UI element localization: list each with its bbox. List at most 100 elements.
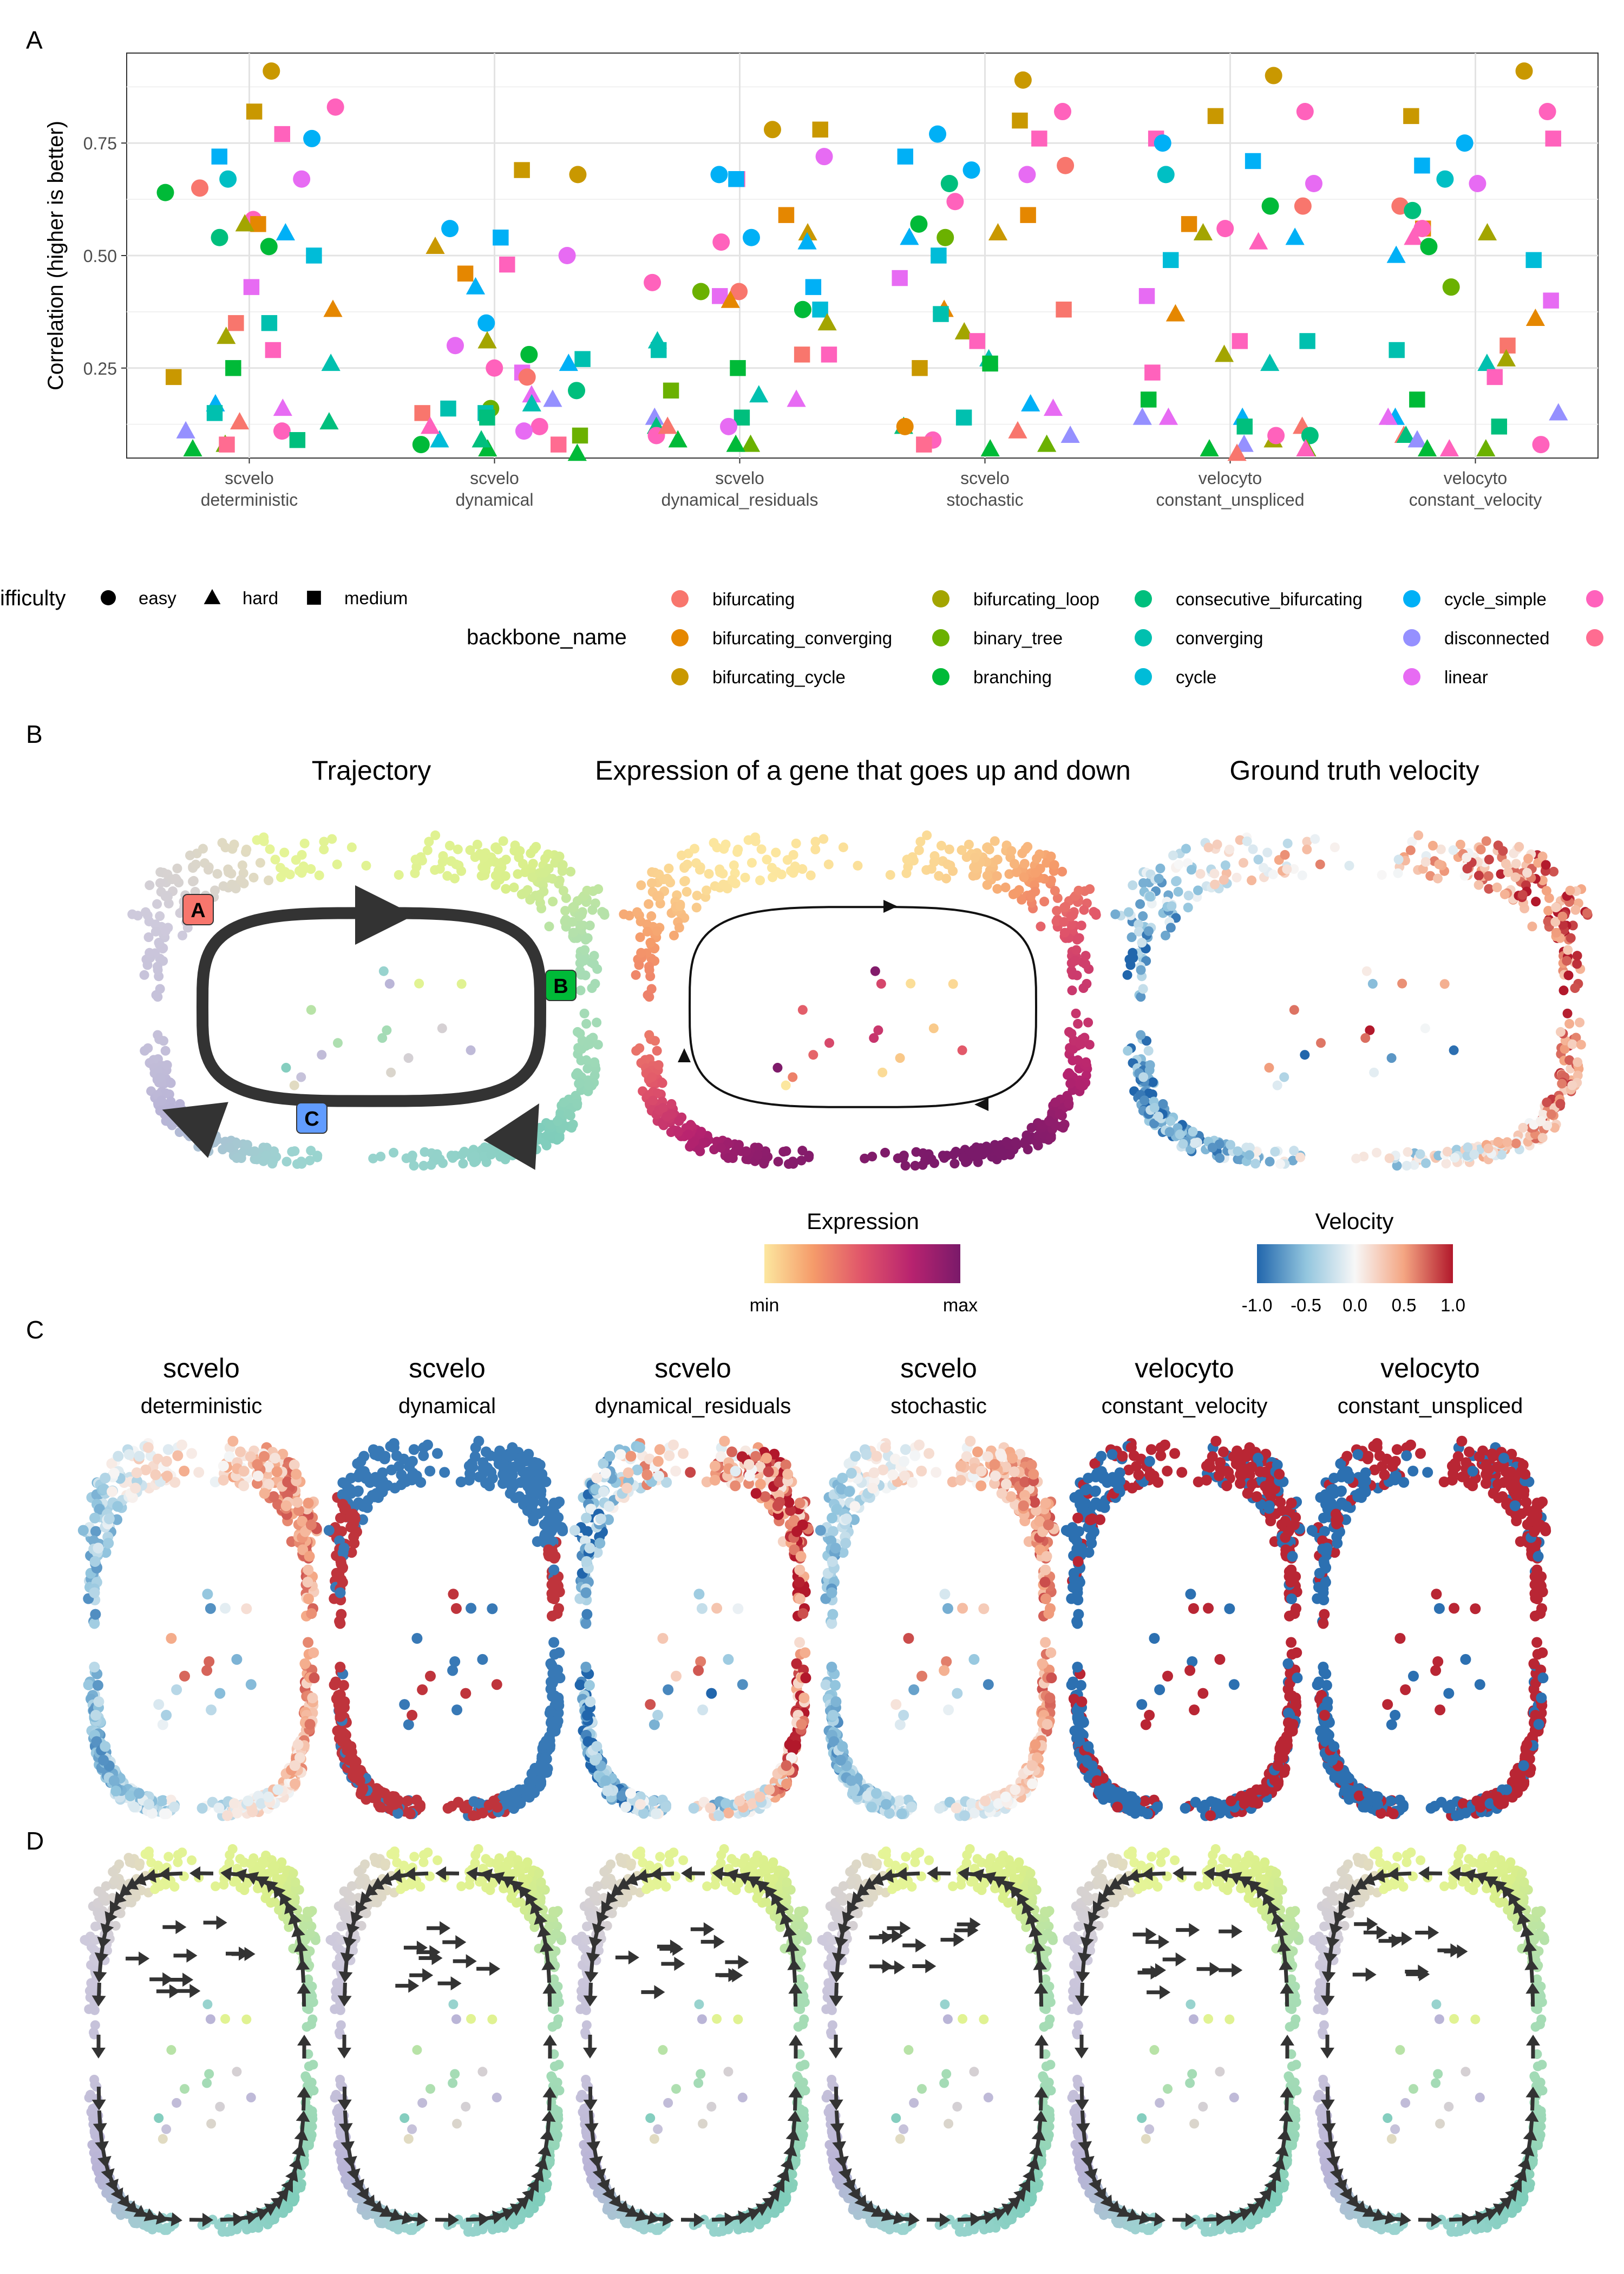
cell-point xyxy=(145,948,155,958)
cell-point xyxy=(561,893,571,903)
cell-point xyxy=(1140,1095,1150,1106)
milestone-C xyxy=(296,1102,328,1134)
cell-point xyxy=(404,1808,416,1820)
cell-point xyxy=(1270,1147,1280,1157)
cell-point xyxy=(1076,1039,1086,1049)
cell-point xyxy=(810,837,821,847)
cell-point xyxy=(709,1474,721,1486)
cell-point xyxy=(270,854,280,865)
cell-point xyxy=(1137,938,1147,948)
data-point xyxy=(651,342,667,358)
cell-point xyxy=(554,1672,566,1684)
cell-point xyxy=(333,1038,343,1048)
cell-point xyxy=(584,1543,595,1554)
cell-point xyxy=(664,863,674,873)
cell-point xyxy=(345,1741,357,1752)
cell-point xyxy=(329,1679,340,1690)
cell-point xyxy=(358,1501,369,1512)
data-point xyxy=(730,283,748,300)
cell-point xyxy=(430,830,441,840)
cell-point xyxy=(130,1482,141,1494)
cell-point xyxy=(582,885,592,896)
legend-swatch xyxy=(1586,590,1603,607)
cell-point xyxy=(900,1444,911,1455)
cell-point xyxy=(491,1679,502,1690)
cell-point xyxy=(538,1739,549,1750)
cell-point xyxy=(1149,1103,1160,1113)
cell-point xyxy=(580,1662,592,1673)
cell-point xyxy=(733,844,743,854)
cell-point xyxy=(975,1480,987,1492)
data-point xyxy=(219,436,235,453)
cell-point xyxy=(90,1609,101,1620)
cell-point xyxy=(910,1161,920,1171)
cell-point xyxy=(1226,1140,1236,1150)
velocity-scatter xyxy=(1110,830,1593,1171)
cell-point xyxy=(554,1133,565,1143)
cell-point xyxy=(781,1778,793,1789)
cell-point xyxy=(1425,871,1436,881)
cell-point xyxy=(908,1684,920,1695)
velocity-legend: Velocity -1.0 -0.5 0.0 0.5 1.0 xyxy=(1242,1208,1465,1315)
data-point xyxy=(1436,170,1454,188)
cell-point xyxy=(1484,854,1494,865)
cell-point xyxy=(432,1149,442,1159)
cell-point xyxy=(686,1139,697,1149)
cell-point xyxy=(1165,1116,1176,1126)
data-point xyxy=(1532,436,1550,454)
cell-point xyxy=(550,1718,561,1730)
cell-point xyxy=(1572,959,1582,969)
cell-point xyxy=(631,970,641,980)
cell-point xyxy=(782,1468,794,1480)
cell-point xyxy=(593,1040,603,1050)
cell-point xyxy=(718,879,729,890)
cell-point xyxy=(915,837,926,847)
cell-point xyxy=(1055,1109,1065,1120)
cell-point xyxy=(90,1526,101,1537)
cell-point xyxy=(645,938,656,948)
milestone-B xyxy=(545,970,577,1001)
cell-point xyxy=(1031,867,1041,878)
cell-point xyxy=(1527,922,1537,932)
data-points xyxy=(156,62,1568,461)
expression-legend: Expression min max xyxy=(750,1208,978,1316)
cell-point xyxy=(100,1741,111,1752)
legend-swatch xyxy=(671,590,689,607)
cell-point xyxy=(712,842,722,853)
cell-point xyxy=(599,908,609,918)
cell-point xyxy=(652,1456,664,1467)
cell-point xyxy=(870,966,880,976)
data-point xyxy=(1414,158,1430,174)
cell-point xyxy=(1275,1159,1285,1169)
cell-point xyxy=(463,1460,475,1472)
cell-point xyxy=(281,1063,291,1073)
cell-point xyxy=(1570,983,1580,994)
cell-point xyxy=(554,851,565,861)
cell-point xyxy=(797,1519,808,1531)
cell-point xyxy=(1138,984,1148,994)
cell-point xyxy=(172,863,182,873)
data-point xyxy=(493,230,509,246)
cell-point xyxy=(198,844,208,854)
cell-point xyxy=(553,1116,563,1126)
data-point xyxy=(805,279,822,295)
cell-point xyxy=(1081,959,1091,969)
cell-point xyxy=(155,1072,166,1082)
cell-point xyxy=(1421,1158,1431,1168)
cell-point xyxy=(279,847,290,858)
cell-point xyxy=(693,1665,704,1676)
legend-swatch xyxy=(1135,590,1152,607)
cell-point xyxy=(159,1808,170,1820)
legend-item-label: binary_tree xyxy=(973,628,1063,648)
cell-point xyxy=(498,1471,509,1482)
cell-point xyxy=(818,834,829,844)
cell-point xyxy=(761,1453,772,1464)
cell-point xyxy=(548,1577,559,1588)
cell-point xyxy=(755,875,765,886)
data-point xyxy=(414,405,430,421)
cell-point xyxy=(243,1795,254,1807)
cell-point xyxy=(358,1450,370,1462)
cell-point xyxy=(307,1692,318,1703)
cell-point xyxy=(890,1699,902,1710)
cell-point xyxy=(1219,874,1229,885)
